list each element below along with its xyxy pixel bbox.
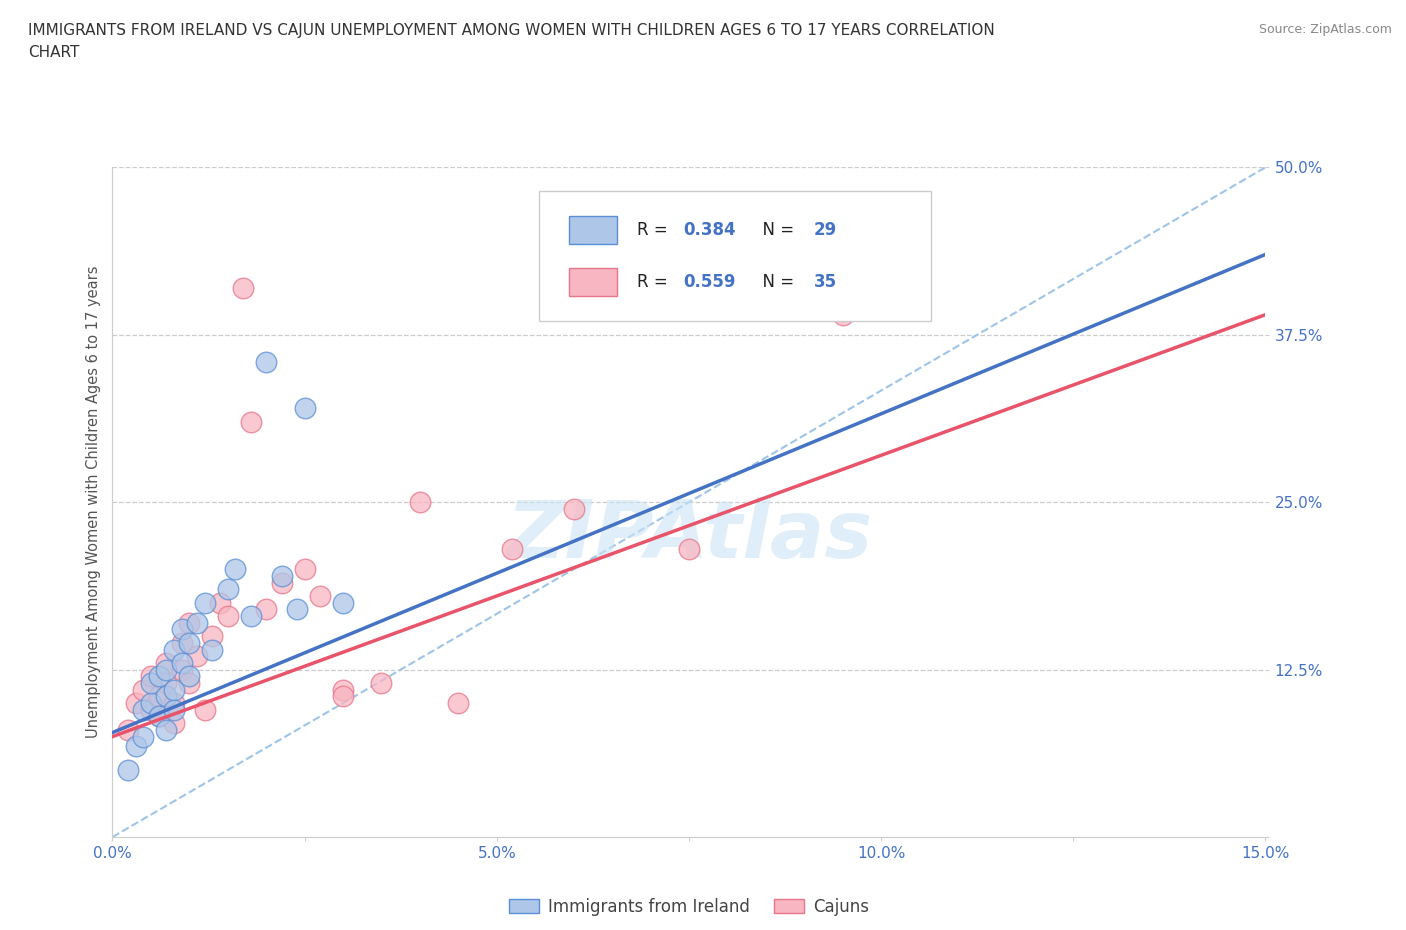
Text: 0.384: 0.384 <box>683 221 735 239</box>
Point <box>179 616 201 631</box>
Text: N =: N = <box>752 221 800 239</box>
Legend: Immigrants from Ireland, Cajuns: Immigrants from Ireland, Cajuns <box>502 891 876 923</box>
Point <box>139 702 162 717</box>
Point <box>179 635 201 650</box>
Point <box>501 541 523 556</box>
Point <box>139 696 162 711</box>
Point <box>224 562 246 577</box>
Point <box>270 568 292 583</box>
Point <box>332 683 354 698</box>
Point <box>132 702 155 717</box>
Point <box>232 281 254 296</box>
Point <box>447 696 470 711</box>
Point <box>294 562 316 577</box>
Text: N =: N = <box>752 272 800 291</box>
Point <box>148 689 170 704</box>
Text: R =: R = <box>637 221 673 239</box>
Point <box>194 702 217 717</box>
Point <box>148 669 170 684</box>
Point <box>285 602 308 617</box>
Point <box>117 723 139 737</box>
Point <box>332 689 354 704</box>
Point <box>201 629 224 644</box>
Point <box>139 675 162 690</box>
Point <box>155 689 177 704</box>
Point <box>201 642 224 657</box>
Point <box>163 702 186 717</box>
Point <box>409 495 432 510</box>
Point <box>148 709 170 724</box>
Point <box>132 729 155 744</box>
Text: CHART: CHART <box>28 45 80 60</box>
Point <box>186 616 208 631</box>
Point <box>170 635 193 650</box>
Point <box>209 595 232 610</box>
Text: 0.559: 0.559 <box>683 272 735 291</box>
Point <box>562 501 585 516</box>
Point <box>170 656 193 671</box>
Point <box>163 716 186 731</box>
Point <box>155 662 177 677</box>
Point <box>155 675 177 690</box>
Text: Source: ZipAtlas.com: Source: ZipAtlas.com <box>1258 23 1392 36</box>
Text: ZIPAtlas: ZIPAtlas <box>506 497 872 575</box>
Point <box>132 683 155 698</box>
Point <box>179 675 201 690</box>
Point <box>194 595 217 610</box>
Point <box>155 656 177 671</box>
Text: IMMIGRANTS FROM IRELAND VS CAJUN UNEMPLOYMENT AMONG WOMEN WITH CHILDREN AGES 6 T: IMMIGRANTS FROM IRELAND VS CAJUN UNEMPLO… <box>28 23 995 38</box>
Point <box>239 415 262 430</box>
Text: 29: 29 <box>814 221 837 239</box>
FancyBboxPatch shape <box>538 191 931 322</box>
Point <box>163 642 186 657</box>
Point <box>170 622 193 637</box>
Point <box>179 669 201 684</box>
FancyBboxPatch shape <box>569 217 617 245</box>
FancyBboxPatch shape <box>569 268 617 296</box>
Point <box>124 738 146 753</box>
Point <box>170 662 193 677</box>
Text: R =: R = <box>637 272 673 291</box>
Point <box>186 649 208 664</box>
Point <box>309 589 332 604</box>
Text: 35: 35 <box>814 272 837 291</box>
Point <box>294 401 316 416</box>
Point <box>831 307 853 322</box>
Point <box>239 608 262 623</box>
Point <box>117 763 139 777</box>
Y-axis label: Unemployment Among Women with Children Ages 6 to 17 years: Unemployment Among Women with Children A… <box>86 266 101 738</box>
Point <box>678 541 700 556</box>
Point <box>217 608 239 623</box>
Point <box>124 696 146 711</box>
Point <box>270 575 292 590</box>
Point <box>163 683 186 698</box>
Point <box>332 595 354 610</box>
Point <box>370 675 392 690</box>
Point <box>254 602 277 617</box>
Point <box>163 696 186 711</box>
Point <box>155 723 177 737</box>
Point <box>148 709 170 724</box>
Point <box>254 354 277 369</box>
Point <box>139 669 162 684</box>
Point <box>217 582 239 597</box>
